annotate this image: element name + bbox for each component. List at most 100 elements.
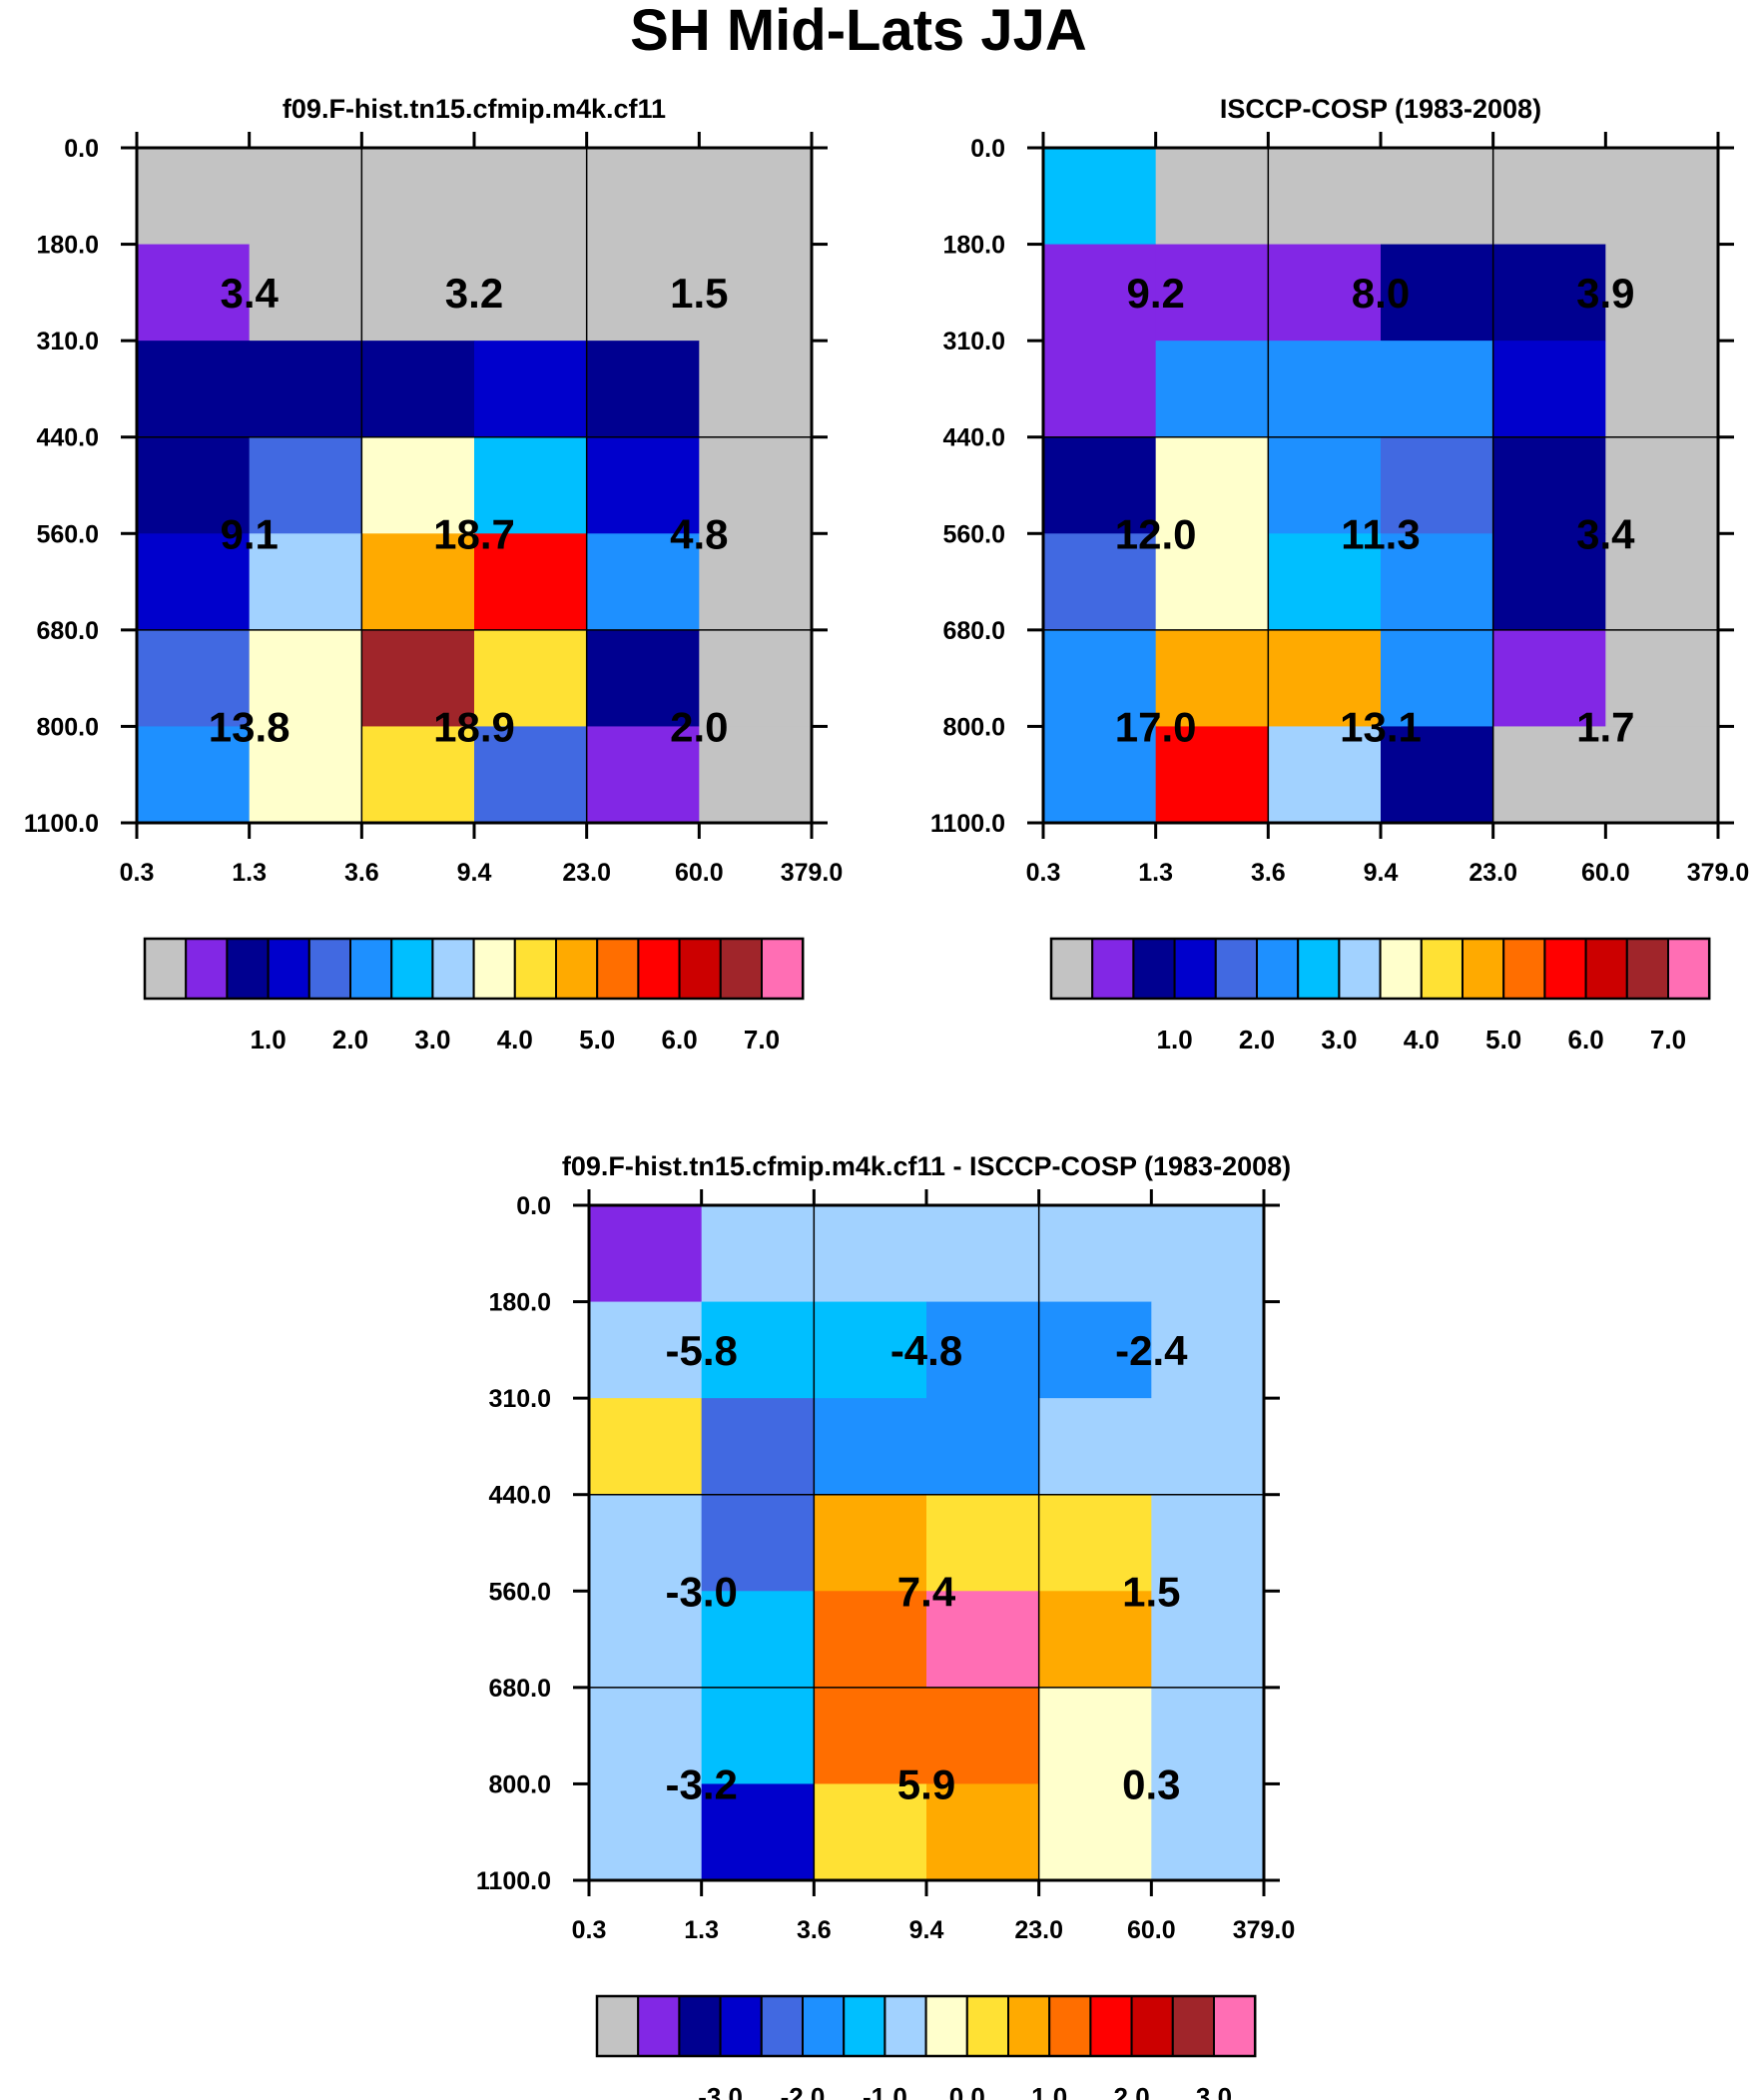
- colorbar-swatch: [678, 1995, 722, 2057]
- heatmap-cell: [1043, 148, 1157, 246]
- heatmap-cell: [1043, 533, 1157, 631]
- heatmap-cell: [814, 1301, 927, 1399]
- heatmap-cell: [1038, 1398, 1152, 1496]
- heatmap-cell: [1268, 436, 1382, 534]
- heatmap-cell: [1268, 148, 1382, 246]
- heatmap-cell: [1151, 1301, 1265, 1399]
- cell-value-label: -5.8: [665, 1327, 737, 1374]
- heatmap-cell: [699, 629, 813, 727]
- colorbar-swatch: [1420, 938, 1465, 1000]
- heatmap-cell: [1492, 436, 1606, 534]
- colorbar-swatch: [1256, 938, 1300, 1000]
- heatmap-cell: [926, 1783, 1040, 1881]
- y-tick-label: 680.0: [36, 617, 99, 645]
- colorbar-tick-label: 2.0: [332, 1025, 368, 1054]
- panel-observation: ISCCP-COSP (1983-2008) 0.0 180.0 310.0 440.0…: [930, 94, 1749, 1054]
- heatmap-cell: [1605, 341, 1719, 438]
- y-tick-label: 0.0: [64, 135, 99, 163]
- y-tick-label: 310.0: [942, 328, 1005, 355]
- heatmap-cell: [249, 726, 362, 824]
- colorbar-swatch: [965, 1995, 1009, 2057]
- heatmap-cell: [1151, 1783, 1265, 1881]
- colorbar-swatch: [637, 1995, 681, 2057]
- heatmap-cell: [1155, 341, 1269, 438]
- heatmap-cell: [1381, 148, 1494, 246]
- colorbar-swatch: [883, 1995, 927, 2057]
- x-tick-label: 0.3: [120, 859, 155, 887]
- heatmap-cell: [1492, 533, 1606, 631]
- colorbar-swatch: [760, 1995, 804, 2057]
- panel-title: f09.F-hist.tn15.cfmip.m4k.cf11: [283, 94, 666, 124]
- heatmap-cell: [361, 341, 475, 438]
- cell-value-label: 3.2: [445, 270, 503, 317]
- heatmap-cell: [589, 1783, 703, 1881]
- x-tick-label: 3.6: [344, 859, 379, 887]
- colorbar-swatch: [1584, 938, 1628, 1000]
- heatmap-cell: [1151, 1205, 1265, 1303]
- y-tick-label: 800.0: [942, 713, 1005, 741]
- y-tick-label: 560.0: [942, 520, 1005, 548]
- heatmap-cell: [361, 533, 475, 631]
- heatmap-cell: [1155, 533, 1269, 631]
- cell-value-label: 0.3: [1122, 1760, 1180, 1807]
- x-tick-label: 3.6: [1251, 859, 1286, 887]
- colorbar-tick-label: -2.0: [781, 2082, 826, 2100]
- cell-value-label: 7.4: [897, 1568, 956, 1615]
- y-tick-label: 560.0: [36, 520, 99, 548]
- heatmap-cell: [1155, 244, 1269, 342]
- heatmap-cell: [1155, 726, 1269, 824]
- x-tick-label: 60.0: [675, 859, 724, 887]
- heatmap-cell: [474, 436, 588, 534]
- heatmap-cell: [586, 436, 700, 534]
- heatmap-cell: [586, 629, 700, 727]
- y-tick-label: 180.0: [36, 232, 99, 260]
- colorbar-swatch: [637, 938, 681, 1000]
- heatmap-cell: [1268, 726, 1382, 824]
- heatmap-cell: [1492, 244, 1606, 342]
- heatmap-cell: [814, 1783, 927, 1881]
- heatmap-cell: [1043, 726, 1157, 824]
- colorbar-tick-label: 1.0: [1157, 1025, 1193, 1054]
- heatmap-cell: [1492, 726, 1606, 824]
- heatmap-cell: [1605, 436, 1719, 534]
- heatmap-cell: [701, 1687, 815, 1784]
- colorbar-tick-label: 5.0: [579, 1025, 615, 1054]
- colorbar-frame: [143, 937, 805, 1001]
- cell-value-label: 3.4: [1576, 510, 1635, 557]
- colorbar-swatch: [1089, 1995, 1133, 2057]
- y-tick-label: 310.0: [488, 1385, 551, 1413]
- heatmap-cell: [1151, 1494, 1265, 1592]
- cell-value-label: 2.0: [670, 703, 728, 750]
- heatmap-cell: [1038, 1205, 1152, 1303]
- heatmap-cell: [1381, 244, 1494, 342]
- colorbar-tick-label: -1.0: [863, 2082, 907, 2100]
- colorbar-swatch: [1048, 1995, 1092, 2057]
- colorbar-swatch: [1502, 938, 1546, 1000]
- heatmap-cell: [589, 1687, 703, 1784]
- heatmap-cell: [586, 244, 700, 342]
- heatmap-cell: [699, 148, 813, 246]
- colorbar-tick-label: 7.0: [744, 1025, 780, 1054]
- cell-value-label: 1.5: [670, 270, 728, 317]
- heatmap-cell: [699, 341, 813, 438]
- x-tick-label: 1.3: [684, 1916, 719, 1944]
- heatmap-cell: [137, 533, 251, 631]
- colorbar-swatch: [1213, 1995, 1257, 2057]
- colorbar-swatch: [1462, 938, 1505, 1000]
- heatmap-cell: [1038, 1494, 1152, 1592]
- heatmap-cell: [361, 629, 475, 727]
- colorbar-swatch: [1338, 938, 1382, 1000]
- x-tick-label: 9.4: [909, 1916, 944, 1944]
- heatmap-cell: [249, 629, 362, 727]
- colorbar-tick-label: 6.0: [662, 1025, 698, 1054]
- heatmap-cell: [1268, 341, 1382, 438]
- colorbar-frame: [595, 1994, 1257, 2058]
- heatmap-cell: [1038, 1591, 1152, 1689]
- heatmap-cell: [1043, 341, 1157, 438]
- panel-title: ISCCP-COSP (1983-2008): [1220, 94, 1541, 124]
- cell-value-label: 8.0: [1352, 270, 1410, 317]
- heatmap-cell: [926, 1591, 1040, 1689]
- x-tick-label: 0.3: [1026, 859, 1061, 887]
- y-tick-label: 800.0: [488, 1770, 551, 1798]
- heatmap-cell: [1381, 726, 1494, 824]
